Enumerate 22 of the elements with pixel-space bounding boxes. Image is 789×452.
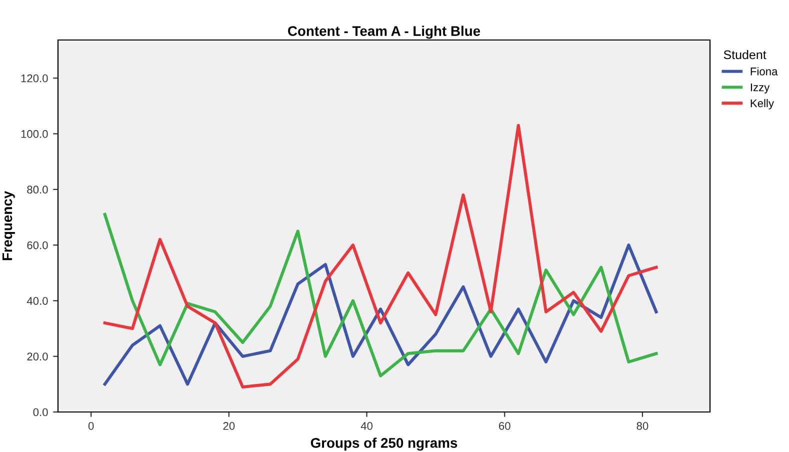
y-tick-label: 120.0 <box>21 74 48 82</box>
y-tick-label: 0.0 <box>33 408 48 416</box>
chart-title: Content - Team A - Light Blue <box>288 26 480 39</box>
x-axis-title: Groups of 250 ngrams <box>310 438 458 451</box>
line-series <box>103 212 658 378</box>
y-axis-title: Frequency <box>2 190 15 260</box>
line-series <box>103 244 658 386</box>
y-tick-label: 20.0 <box>27 352 48 360</box>
y-tick-label: 100.0 <box>21 130 48 138</box>
legend-label: Kelly <box>750 99 774 110</box>
x-tick-label: 80 <box>636 422 648 430</box>
line-series <box>103 124 658 388</box>
y-tick-label: 40.0 <box>26 296 48 305</box>
legend-title: Student <box>724 50 766 60</box>
y-tick-label: 80.0 <box>27 186 48 194</box>
x-tick-label: 20 <box>223 422 235 430</box>
x-tick-label: 0 <box>88 422 94 430</box>
legend-label: Izzy <box>750 84 770 94</box>
x-tick-label: 60 <box>499 422 510 430</box>
legend-label: Fiona <box>750 67 778 76</box>
y-tick-label: 60.0 <box>27 241 48 250</box>
x-tick-label: 40 <box>360 422 373 430</box>
